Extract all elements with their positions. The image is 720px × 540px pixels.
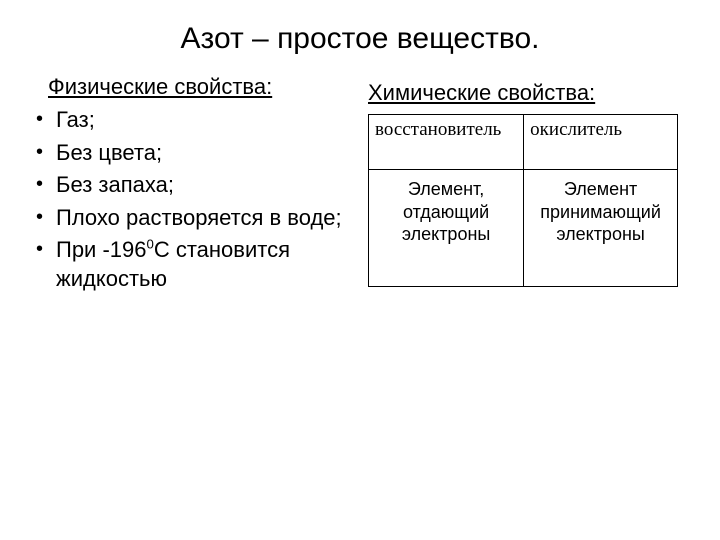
content-columns: Физические свойства: Газ; Без цвета; Без… (30, 74, 690, 298)
slide: Азот – простое вещество. Физические свой… (0, 0, 720, 540)
page-title: Азот – простое вещество. (30, 22, 690, 56)
chemical-heading: Химические свойства: (368, 80, 690, 106)
physical-properties-list: Газ; Без цвета; Без запаха; Плохо раство… (30, 106, 350, 294)
table-header-row: восстановитель окислитель (369, 115, 678, 170)
list-item: Без запаха; (52, 171, 350, 200)
list-item: Без цвета; (52, 139, 350, 168)
list-item: При -1960С становится жидкостью (52, 236, 350, 293)
table-cell: Элемент принимающий электроны (524, 170, 678, 287)
table-header-cell: восстановитель (369, 115, 524, 170)
left-column: Физические свойства: Газ; Без цвета; Без… (30, 74, 360, 298)
chemical-table: восстановитель окислитель Элемент, отдаю… (368, 114, 678, 287)
list-item: Газ; (52, 106, 350, 135)
temp-superscript: 0 (146, 237, 153, 252)
physical-heading: Физические свойства: (48, 74, 350, 100)
temp-prefix: При -196 (56, 237, 146, 262)
list-item: Плохо растворяется в воде; (52, 204, 350, 233)
table-cell: Элемент, отдающий электроны (369, 170, 524, 287)
table-row: Элемент, отдающий электроны Элемент прин… (369, 170, 678, 287)
right-column: Химические свойства: восстановитель окис… (360, 74, 690, 287)
table-header-cell: окислитель (524, 115, 678, 170)
